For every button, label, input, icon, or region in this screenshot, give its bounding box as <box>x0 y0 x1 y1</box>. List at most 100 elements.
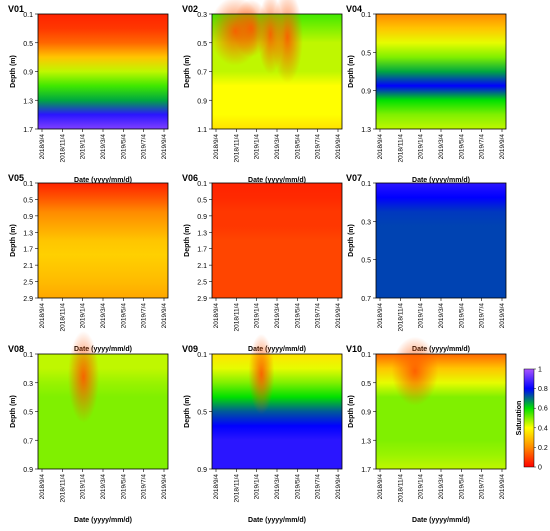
colorbar-label: Saturation <box>516 401 523 436</box>
x-tick-label: 2019/9/4 <box>335 134 342 160</box>
x-tick-label: 2019/5/4 <box>120 134 127 160</box>
x-tick-label: 2019/3/4 <box>438 303 445 329</box>
x-tick-label: 2019/5/4 <box>458 134 465 160</box>
y-tick-label: 1.3 <box>197 230 207 237</box>
x-tick-label: 2018/9/4 <box>377 303 384 329</box>
x-tick-label: 2019/3/4 <box>438 474 445 500</box>
x-tick-label: 2019/7/4 <box>141 303 148 329</box>
x-tick-label: 2019/5/4 <box>458 303 465 329</box>
x-tick-label: 2019/9/4 <box>499 134 506 160</box>
y-tick-label: 0.3 <box>361 219 371 226</box>
y-tick-label: 0.9 <box>361 89 371 96</box>
x-tick-label: 2019/1/4 <box>418 303 425 329</box>
x-tick-label: 2019/5/4 <box>294 303 301 329</box>
drying-event <box>391 336 439 406</box>
y-tick-label: 0.3 <box>23 381 33 388</box>
drying-event <box>248 333 275 415</box>
x-tick-label: 2019/7/4 <box>315 474 322 500</box>
y-tick-label: 1.7 <box>361 467 371 474</box>
panel-title: V04 <box>346 4 362 14</box>
saturation-field <box>212 354 342 469</box>
x-tick-label: 2019/1/4 <box>254 134 261 160</box>
x-tick-label: 2019/9/4 <box>335 474 342 500</box>
x-tick-label: 2019/7/4 <box>141 134 148 160</box>
x-tick-label: 2019/3/4 <box>438 134 445 160</box>
panel-title: V01 <box>8 4 24 14</box>
y-tick-label: 0.1 <box>23 352 33 359</box>
y-tick-label: 0.1 <box>361 352 371 359</box>
saturation-field <box>212 183 342 298</box>
colorbar-tick-label: 0.4 <box>538 425 548 432</box>
y-tick-label: 0.9 <box>23 70 33 77</box>
x-tick-label: 2018/9/4 <box>213 303 220 329</box>
y-tick-label: 0.9 <box>197 98 207 105</box>
panel-title: V09 <box>182 344 198 354</box>
x-tick-label: 2018/11/4 <box>233 134 240 163</box>
y-tick-label: 0.5 <box>361 50 371 57</box>
x-axis-label: Date (yyyy/mm/d) <box>74 346 132 353</box>
x-tick-label: 2018/9/4 <box>377 134 384 160</box>
saturation-field <box>38 14 168 129</box>
x-axis-label: Date (yyyy/mm/d) <box>74 177 132 184</box>
y-axis-label: Depth (m) <box>348 224 355 257</box>
x-tick-label: 2019/1/4 <box>418 134 425 160</box>
x-tick-label: 2019/7/4 <box>141 474 148 500</box>
x-tick-label: 2019/3/4 <box>274 474 281 500</box>
x-tick-label: 2019/5/4 <box>294 134 301 160</box>
x-tick-label: 2018/9/4 <box>39 134 46 160</box>
drying-event <box>67 331 100 423</box>
y-tick-label: 0.7 <box>197 70 207 77</box>
y-tick-label: 0.5 <box>361 258 371 265</box>
y-axis-label: Depth (m) <box>348 395 355 428</box>
x-tick-label: 2019/9/4 <box>335 303 342 329</box>
x-tick-label: 2019/1/4 <box>80 474 87 500</box>
x-tick-label: 2018/9/4 <box>377 474 384 500</box>
x-axis-label: Date (yyyy/mm/d) <box>248 177 306 184</box>
y-axis-label: Depth (m) <box>10 224 17 257</box>
y-tick-label: 0.5 <box>23 410 33 417</box>
x-tick-label: 2019/3/4 <box>274 303 281 329</box>
saturation-field <box>376 14 506 129</box>
x-tick-label: 2019/7/4 <box>315 303 322 329</box>
y-axis-label: Depth (m) <box>184 395 191 428</box>
y-tick-label: 0.1 <box>361 12 371 19</box>
y-tick-label: 0.1 <box>197 352 207 359</box>
x-axis-label: Date (yyyy/mm/d) <box>248 346 306 353</box>
panel-title: V08 <box>8 344 24 354</box>
y-tick-label: 2.1 <box>23 263 33 270</box>
x-tick-label: 2018/11/4 <box>397 134 404 163</box>
y-tick-label: 0.9 <box>197 214 207 221</box>
x-tick-label: 2018/11/4 <box>59 134 66 163</box>
y-tick-label: 1.7 <box>197 247 207 254</box>
x-tick-label: 2019/5/4 <box>120 303 127 329</box>
y-tick-label: 1.3 <box>361 438 371 445</box>
y-tick-label: 0.7 <box>361 296 371 303</box>
y-tick-label: 0.1 <box>23 12 33 19</box>
y-tick-label: 1.1 <box>197 127 207 134</box>
x-tick-label: 2018/9/4 <box>39 303 46 329</box>
x-tick-label: 2019/9/4 <box>161 134 168 160</box>
y-tick-label: 1.3 <box>361 127 371 134</box>
x-tick-label: 2019/9/4 <box>499 474 506 500</box>
x-axis-label: Date (yyyy/mm/d) <box>248 517 306 524</box>
y-tick-label: 0.9 <box>197 467 207 474</box>
y-tick-label: 0.3 <box>197 12 207 19</box>
y-axis-label: Depth (m) <box>348 55 355 88</box>
x-tick-label: 2019/9/4 <box>499 303 506 329</box>
y-tick-label: 1.7 <box>23 247 33 254</box>
y-tick-label: 0.5 <box>361 381 371 388</box>
x-tick-label: 2019/3/4 <box>100 474 107 500</box>
drying-event <box>271 0 303 83</box>
x-tick-label: 2019/1/4 <box>254 474 261 500</box>
saturation-field <box>38 354 168 469</box>
panel-title: V02 <box>182 4 198 14</box>
colorbar-tick-label: 0.2 <box>538 445 548 452</box>
y-tick-label: 0.5 <box>23 41 33 48</box>
